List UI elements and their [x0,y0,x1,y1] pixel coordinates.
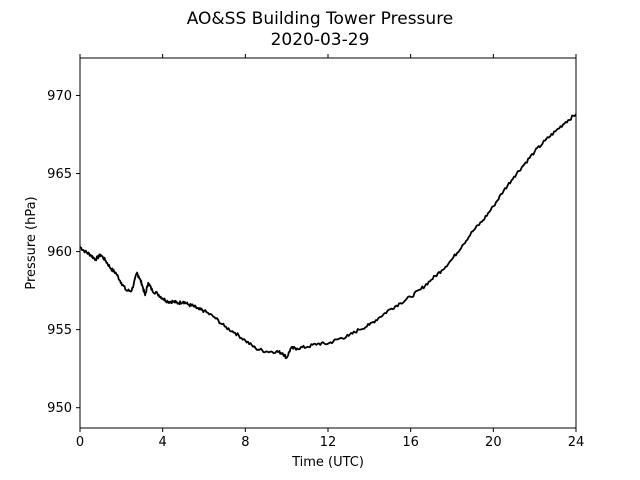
x-tick-label: 24 [568,435,585,450]
x-tick-label: 0 [76,435,84,450]
y-tick-label: 950 [47,401,72,416]
y-tick-label: 970 [47,89,72,104]
plot-frame [79,57,577,429]
y-tick-label: 955 [47,323,72,338]
x-tick-label: 4 [159,435,167,450]
x-tick-label: 12 [320,435,337,450]
y-axis-label: Pressure (hPa) [24,196,39,289]
plot-area: 0 4 8 12 16 20 24 950 955 960 965 970 [47,54,584,450]
x-axis-label: Time (UTC) [291,455,364,470]
y-tick-label: 965 [47,167,72,182]
pressure-series-line [79,113,577,360]
x-tick-label: 8 [241,435,249,450]
x-tick-label: 16 [402,435,419,450]
chart-title: AO&SS Building Tower Pressure [187,9,454,29]
x-tick-label: 20 [485,435,502,450]
y-tick-label: 960 [47,245,72,260]
chart-subtitle: 2020-03-29 [271,30,370,50]
